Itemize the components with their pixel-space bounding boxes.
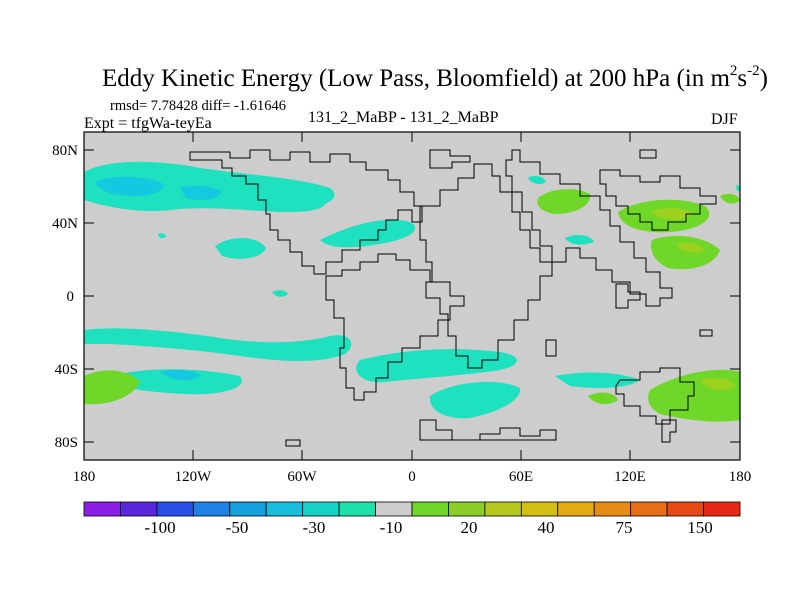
lon-label-120w: 120W (175, 469, 213, 485)
shade-south-pacific-west (84, 370, 140, 405)
shade-south-indian-east (588, 392, 618, 405)
lon-ticks (83, 132, 741, 460)
shade-south-atlantic (356, 349, 517, 383)
lon-label-0: 0 (408, 469, 416, 485)
colorbar-swatch-3 (192, 501, 231, 517)
lat-label-80n: 80N (52, 143, 78, 159)
shade-north-pacific-east (250, 196, 325, 212)
shade-south-pacific-core (160, 369, 200, 381)
colorbar-swatch-1 (120, 501, 158, 517)
colorbar-swatch-2 (156, 501, 194, 517)
colorbar-swatch-9 (411, 501, 449, 517)
outline-southeast-asia (615, 283, 641, 309)
outline-arctic-islands (639, 149, 657, 159)
lon-label-180e: 180 (729, 469, 752, 485)
shade-far-east-patch (736, 185, 740, 191)
colorbar: -100 -50 -30 -10 20 40 75 150 (83, 501, 741, 537)
shade-tiny-1 (272, 290, 288, 297)
colorbar-swatch-6 (302, 501, 340, 517)
shade-north-pacific-core (95, 176, 164, 196)
colorbar-swatch-7 (338, 501, 376, 517)
outline-south-america (325, 253, 465, 401)
shade-tiny-2 (158, 233, 166, 238)
colorbar-boxes (83, 501, 741, 517)
colorbar-label-minus10: -10 (380, 518, 403, 537)
outline-australia (615, 367, 695, 425)
colorbar-swatch-12 (520, 501, 559, 517)
title-main: Eddy Kinetic Energy (Low Pass, Bloomfiel… (102, 65, 730, 92)
experiment-label: Expt = tfgWa-teyEa (84, 115, 212, 132)
continent-outlines (189, 149, 717, 447)
shade-indian-ocean-strip (555, 372, 640, 388)
shade-southern-band (84, 328, 352, 361)
outline-africa (419, 163, 553, 369)
lat-ticks (84, 149, 740, 443)
positive-anomaly-shading (84, 189, 740, 422)
outline-new-zealand (661, 419, 677, 443)
colorbar-swatch-13 (557, 501, 595, 517)
shade-west-pacific-patch (215, 237, 266, 259)
rmsd-stats: rmsd= 7.78428 diff= -1.61646 (110, 98, 286, 114)
lon-label-60w: 60W (287, 469, 317, 485)
shade-south-australia-core (700, 378, 736, 390)
lat-label-40n: 40N (52, 216, 78, 232)
colorbar-swatch-0 (83, 501, 121, 517)
shade-arctic-patch (528, 175, 546, 185)
lat-label-0: 0 (67, 289, 75, 305)
colorbar-swatch-14 (593, 501, 632, 517)
colorbar-label-150: 150 (687, 518, 713, 537)
lon-label-120e: 120E (614, 469, 646, 485)
title-close: ) (760, 65, 768, 92)
outline-eurasia (505, 149, 673, 307)
colorbar-swatch-10 (448, 501, 486, 517)
colorbar-labels: -100 -50 -30 -10 20 40 75 150 (144, 518, 712, 537)
lat-label-80s: 80S (55, 435, 78, 451)
colorbar-swatch-17 (703, 501, 741, 517)
outline-antarctic-edge (285, 439, 301, 447)
case-label: 131_2_MaBP - 131_2_MaBP (308, 109, 499, 126)
outline-siberia-coast (599, 169, 717, 231)
shade-pacific-mid (650, 235, 720, 270)
shade-south-indian (429, 381, 521, 419)
lon-labels: 180 120W 60W 0 60E 120E 180 (73, 469, 752, 485)
outline-antarctica-africa (419, 419, 557, 441)
colorbar-label-40: 40 (538, 518, 555, 537)
shade-pacific-mid-core (676, 242, 704, 253)
shade-far-pacific (720, 193, 740, 204)
colorbar-swatch-8 (375, 501, 413, 517)
lon-label-180w: 180 (73, 469, 96, 485)
colorbar-swatch-11 (484, 501, 522, 517)
shade-north-atlantic (320, 219, 416, 248)
title-s: s (737, 65, 747, 92)
map-panel (83, 131, 741, 461)
colorbar-swatch-5 (265, 501, 304, 517)
shade-east-asia-patch (565, 235, 594, 245)
outline-north-america (189, 149, 423, 275)
outline-east-pacific-islands (699, 329, 713, 337)
lon-label-60e: 60E (509, 469, 533, 485)
shade-north-pacific-core2 (180, 185, 222, 200)
plot-title: Eddy Kinetic Energy (Low Pass, Bloomfiel… (102, 63, 768, 92)
season-label: DJF (711, 111, 738, 128)
title-sup-minus2: -2 (747, 63, 760, 79)
colorbar-label-20: 20 (461, 518, 478, 537)
outline-greenland (429, 149, 471, 169)
colorbar-swatch-4 (229, 501, 267, 517)
outline-madagascar (545, 339, 557, 357)
colorbar-swatch-16 (666, 501, 704, 517)
shade-south-pacific (110, 369, 242, 395)
colorbar-label-minus100: -100 (144, 518, 175, 537)
lat-labels: 80N 40N 0 40S 80S (52, 143, 78, 451)
shade-north-pacific-west-core (650, 207, 692, 220)
colorbar-swatch-15 (630, 501, 668, 517)
shade-siberia (537, 189, 591, 214)
colorbar-label-minus50: -50 (226, 518, 249, 537)
colorbar-label-minus30: -30 (303, 518, 326, 537)
title-sup-2: 2 (730, 63, 738, 79)
colorbar-label-75: 75 (616, 518, 633, 537)
lat-label-40s: 40S (55, 362, 78, 378)
negative-anomaly-shading (84, 161, 740, 419)
